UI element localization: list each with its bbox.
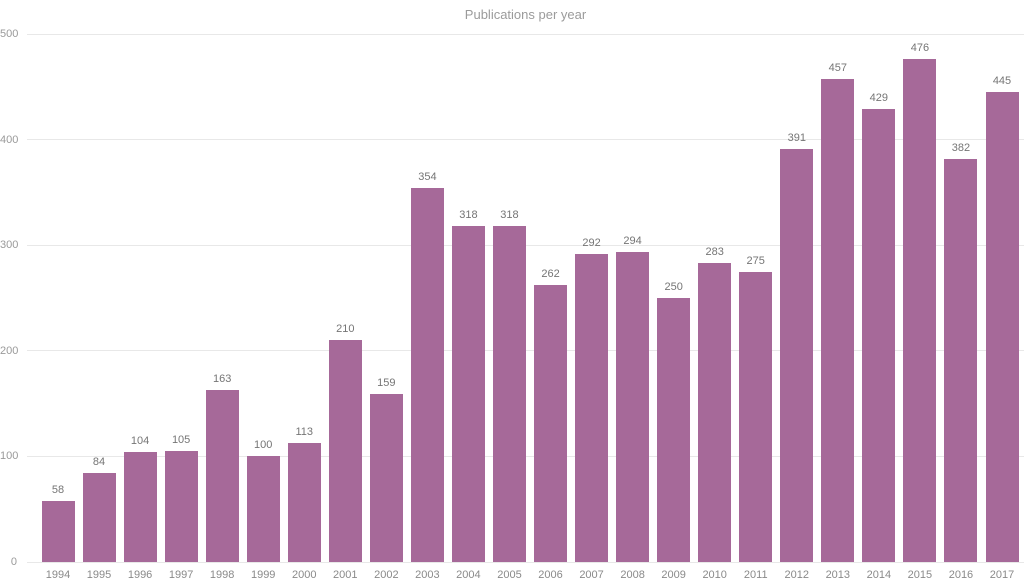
y-axis-tick-label: 0 bbox=[10, 556, 17, 568]
bar-value-label: 382 bbox=[951, 141, 971, 154]
bar[interactable] bbox=[862, 108, 896, 562]
chart-title: Publications per year bbox=[464, 7, 587, 22]
x-axis-tick-label: 2015 bbox=[907, 569, 933, 581]
y-axis-tick-label: 500 bbox=[0, 28, 19, 40]
x-axis-tick-label: 2007 bbox=[579, 569, 604, 581]
gridline bbox=[27, 33, 1024, 35]
x-axis-tick-label: 2011 bbox=[743, 569, 768, 581]
bar[interactable] bbox=[492, 226, 526, 562]
bar-value-label: 84 bbox=[92, 456, 106, 469]
bar-value-label: 445 bbox=[992, 75, 1012, 88]
bar[interactable] bbox=[123, 452, 157, 562]
bar-value-label: 354 bbox=[418, 171, 437, 184]
x-axis-tick-label: 1995 bbox=[86, 569, 112, 581]
bar[interactable] bbox=[657, 298, 691, 562]
bar[interactable] bbox=[246, 456, 280, 562]
gridline bbox=[27, 561, 1024, 563]
bar[interactable] bbox=[451, 226, 485, 562]
bar[interactable] bbox=[205, 389, 239, 562]
bar-value-label: 457 bbox=[828, 62, 847, 75]
bar[interactable] bbox=[287, 442, 321, 562]
x-axis-tick-label: 1999 bbox=[250, 569, 276, 581]
bar-value-label: 429 bbox=[869, 91, 889, 104]
bar[interactable] bbox=[534, 285, 568, 562]
bar-value-label: 262 bbox=[541, 268, 560, 281]
bar[interactable] bbox=[616, 251, 650, 562]
bar-value-label: 113 bbox=[295, 425, 314, 438]
y-axis-tick-label: 200 bbox=[0, 344, 19, 357]
x-axis-tick-label: 2010 bbox=[702, 569, 727, 581]
x-axis-tick-label: 2003 bbox=[415, 569, 440, 581]
bar[interactable] bbox=[369, 394, 403, 562]
bar[interactable] bbox=[328, 340, 362, 562]
bar-value-label: 105 bbox=[171, 434, 191, 447]
x-axis-tick-label: 2014 bbox=[866, 569, 892, 581]
x-axis-tick-label: 1997 bbox=[168, 569, 194, 581]
bar-value-label: 318 bbox=[500, 209, 519, 222]
bar[interactable] bbox=[82, 473, 116, 562]
bar[interactable] bbox=[821, 79, 855, 562]
gridline bbox=[27, 139, 1024, 141]
bar-value-label: 210 bbox=[336, 323, 355, 336]
bar-value-label: 104 bbox=[130, 435, 150, 448]
x-axis-tick-label: 2004 bbox=[456, 569, 481, 581]
y-axis-tick-label: 300 bbox=[0, 239, 19, 252]
bar[interactable] bbox=[164, 451, 198, 562]
bar[interactable] bbox=[903, 59, 937, 562]
bar-value-label: 159 bbox=[377, 377, 396, 390]
bar-value-label: 275 bbox=[746, 254, 765, 267]
bar-value-label: 100 bbox=[254, 439, 273, 452]
bar-value-label: 283 bbox=[705, 246, 724, 259]
x-axis-tick-label: 2008 bbox=[620, 569, 645, 581]
bar-value-label: 391 bbox=[787, 132, 806, 145]
bar[interactable] bbox=[410, 188, 444, 562]
bar-value-label: 318 bbox=[459, 209, 478, 222]
x-axis-tick-label: 2009 bbox=[661, 569, 686, 581]
x-axis-tick-label: 2000 bbox=[292, 569, 317, 581]
x-axis-tick-label: 1998 bbox=[209, 569, 235, 581]
y-axis-tick-label: 400 bbox=[0, 133, 19, 146]
bar-value-label: 58 bbox=[51, 483, 65, 496]
bar[interactable] bbox=[739, 271, 773, 562]
y-axis-tick-label: 100 bbox=[0, 450, 19, 463]
bar[interactable] bbox=[985, 92, 1019, 562]
bar-value-label: 476 bbox=[910, 42, 930, 55]
bar-value-label: 292 bbox=[582, 236, 601, 249]
x-axis-tick-label: 1996 bbox=[127, 569, 153, 581]
bar[interactable] bbox=[780, 149, 814, 562]
x-axis-tick-label: 2006 bbox=[538, 569, 563, 581]
x-axis-tick-label: 2013 bbox=[825, 569, 851, 581]
x-axis-tick-label: 2017 bbox=[989, 569, 1015, 581]
x-axis-tick-label: 2012 bbox=[784, 569, 810, 581]
bar[interactable] bbox=[575, 253, 609, 562]
bar-value-label: 163 bbox=[212, 372, 232, 385]
x-axis-tick-label: 1994 bbox=[45, 569, 71, 581]
x-axis-tick-label: 2001 bbox=[333, 569, 358, 581]
x-axis-tick-label: 2005 bbox=[497, 569, 522, 581]
bar[interactable] bbox=[41, 500, 75, 562]
x-axis-tick-label: 2016 bbox=[948, 569, 974, 581]
x-axis-tick-label: 2002 bbox=[374, 569, 399, 581]
bar-value-label: 294 bbox=[623, 234, 642, 247]
bar[interactable] bbox=[698, 263, 732, 562]
bar-value-label: 250 bbox=[664, 281, 683, 293]
bar[interactable] bbox=[944, 158, 978, 562]
